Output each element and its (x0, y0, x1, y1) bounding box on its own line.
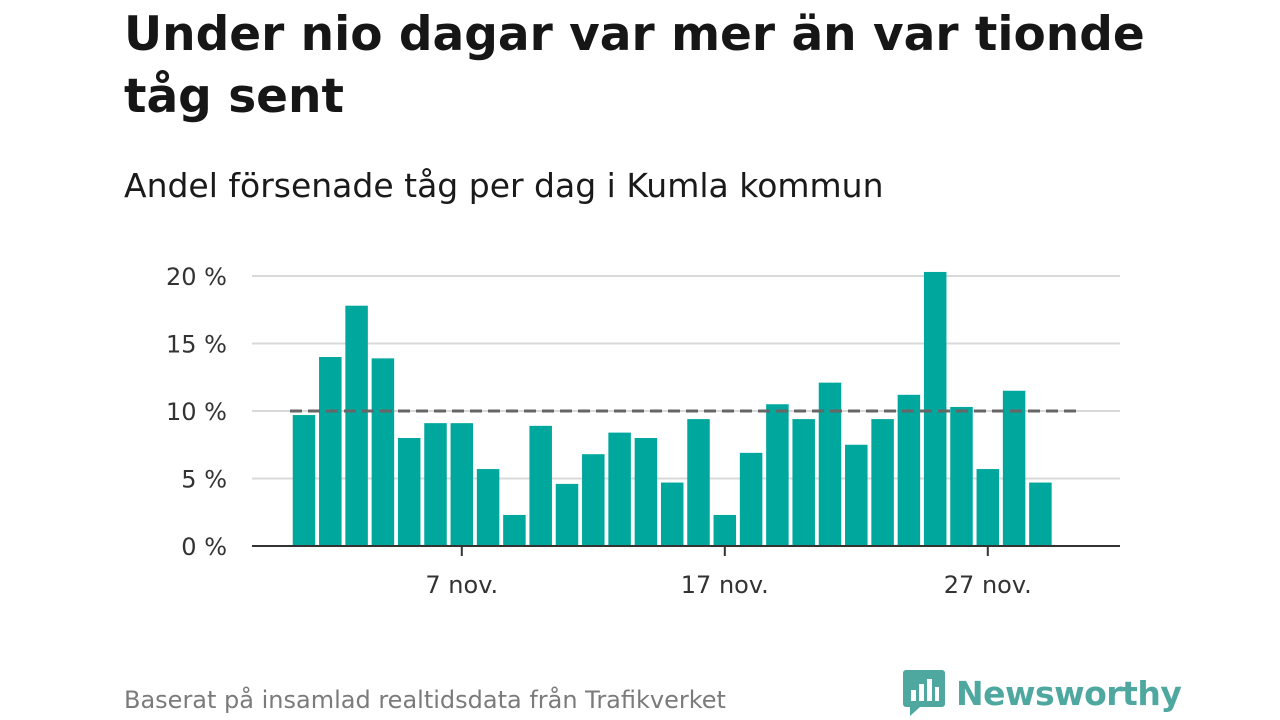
bar (582, 454, 605, 546)
bar (345, 305, 368, 546)
bar (529, 425, 552, 546)
x-tick-label: 7 nov. (425, 571, 498, 599)
bar (450, 423, 474, 546)
gridlines (252, 275, 1120, 480)
bar (845, 444, 868, 546)
y-tick-label: 15 % (166, 331, 227, 359)
bar (792, 419, 815, 546)
newsworthy-logo: Newsworthy (902, 668, 1182, 718)
x-tick-label: 17 nov. (681, 571, 769, 599)
chart-title: Under nio dagar var mer än var tionde tå… (124, 7, 1145, 124)
bar (634, 438, 658, 546)
bar (1002, 390, 1026, 546)
bar (608, 432, 631, 546)
bar (660, 482, 684, 546)
bar (424, 423, 447, 546)
bar (319, 357, 342, 546)
bar (818, 382, 842, 546)
bar (292, 415, 316, 546)
bar (397, 438, 421, 546)
y-tick-label: 10 % (166, 398, 227, 426)
bar (739, 452, 763, 546)
tick-labels: 0 % 5 % 10 % 15 % 20 % 7 nov. 17 nov. 27 nov. (166, 263, 1032, 599)
bar (555, 483, 579, 546)
bar (976, 469, 1000, 546)
bar (950, 406, 973, 546)
bars (292, 271, 1052, 546)
newsworthy-chart-bubble-icon (903, 670, 945, 716)
bar (897, 394, 921, 546)
x-axis (252, 545, 1120, 556)
bar (503, 514, 526, 546)
x-tick-label: 27 nov. (944, 571, 1032, 599)
y-tick-label: 20 % (166, 263, 227, 291)
y-tick-label: 0 % (181, 533, 227, 561)
bar (687, 419, 710, 546)
bar-chart: 0 % 5 % 10 % 15 % 20 % 7 nov. 17 nov. 27 nov. (166, 263, 1120, 599)
y-tick-label: 5 % (181, 466, 227, 494)
logo-text: Newsworthy (956, 673, 1182, 713)
source-note: Baserat på insamlad realtidsdata från Tr… (124, 686, 726, 714)
bar (871, 419, 894, 546)
bar (713, 514, 737, 546)
bar (923, 271, 947, 546)
bar (766, 404, 789, 546)
chart-subtitle: Andel försenade tåg per dag i Kumla komm… (124, 166, 884, 205)
bar (476, 469, 500, 546)
bar (371, 358, 395, 546)
bar (1029, 482, 1052, 546)
